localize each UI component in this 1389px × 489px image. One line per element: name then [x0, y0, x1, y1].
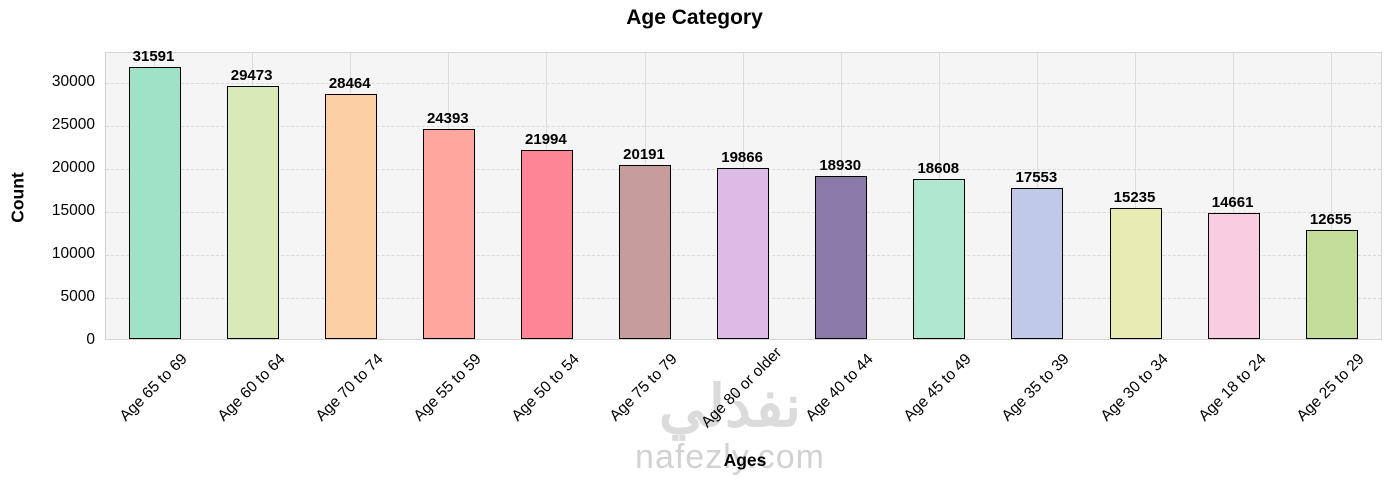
v-gridline — [1331, 53, 1333, 339]
y-tick-label: 0 — [86, 331, 95, 348]
y-tick-label: 5000 — [60, 288, 95, 305]
bar-value-label: 19866 — [721, 149, 763, 167]
bar-value-label: 31591 — [132, 48, 175, 66]
bar-age-80-or-older — [717, 168, 770, 339]
x-tick-label: Age 30 to 34 — [1097, 350, 1172, 425]
bar-value-label: 15235 — [1113, 189, 1156, 207]
x-tick-label: Age 18 to 24 — [1195, 350, 1270, 425]
x-tick-label: Age 80 or older — [698, 344, 786, 432]
bar-value-label: 28464 — [328, 75, 371, 93]
bar-value-label: 21994 — [525, 130, 567, 148]
y-tick-label: 20000 — [51, 159, 95, 177]
chart-title: Age Category — [626, 6, 763, 29]
bar-value-label: 24393 — [426, 110, 469, 128]
x-tick-label: Age 75 to 79 — [606, 350, 681, 425]
y-axis-title: Count — [7, 172, 28, 223]
bar-age-65-to-69 — [128, 67, 181, 339]
plot-area — [105, 52, 1382, 340]
bar-value-label: 14661 — [1211, 193, 1254, 211]
bar-age-45-to-49 — [913, 179, 966, 339]
bar-age-70-to-74 — [324, 94, 377, 339]
bar-age-75-to-79 — [619, 165, 671, 339]
bar-age-40-to-44 — [815, 176, 868, 339]
x-tick-label: Age 35 to 39 — [998, 350, 1074, 425]
x-tick-label: Age 55 to 59 — [410, 350, 485, 425]
bars-layer — [106, 53, 1381, 339]
y-tick-label: 30000 — [51, 73, 95, 91]
x-axis-title: Ages — [723, 450, 767, 470]
x-tick-label: Age 50 to 54 — [508, 350, 583, 425]
bar-value-label: 20191 — [623, 146, 665, 164]
x-tick-label: Age 60 to 64 — [214, 350, 289, 425]
v-gridline — [1233, 53, 1235, 339]
bar-value-label: 29473 — [230, 66, 273, 84]
x-tick-label: Age 65 to 69 — [116, 350, 191, 425]
bar-age-60-to-64 — [226, 85, 279, 339]
bar-value-label: 17553 — [1015, 169, 1058, 187]
x-tick-label: Age 45 to 49 — [900, 350, 976, 425]
y-tick-label: 10000 — [51, 245, 95, 263]
y-tick-label: 15000 — [51, 202, 95, 220]
y-tick-label: 25000 — [51, 116, 95, 134]
bar-age-55-to-59 — [422, 129, 475, 339]
bar-value-label: 18608 — [917, 160, 960, 178]
v-gridline — [1135, 53, 1136, 339]
bar-age-18-to-24 — [1207, 212, 1260, 339]
x-tick-label: Age 70 to 74 — [312, 350, 387, 425]
bar-age-35-to-39 — [1011, 188, 1064, 339]
bar-age-50-to-54 — [520, 149, 573, 339]
bar-age-30-to-34 — [1109, 208, 1162, 339]
x-tick-label: Age 25 to 29 — [1293, 350, 1368, 425]
bar-value-label: 12655 — [1309, 211, 1352, 229]
bar-value-label: 18930 — [819, 157, 862, 175]
bar-age-25-to-29 — [1305, 230, 1358, 339]
x-tick-label: Age 40 to 44 — [802, 350, 877, 425]
